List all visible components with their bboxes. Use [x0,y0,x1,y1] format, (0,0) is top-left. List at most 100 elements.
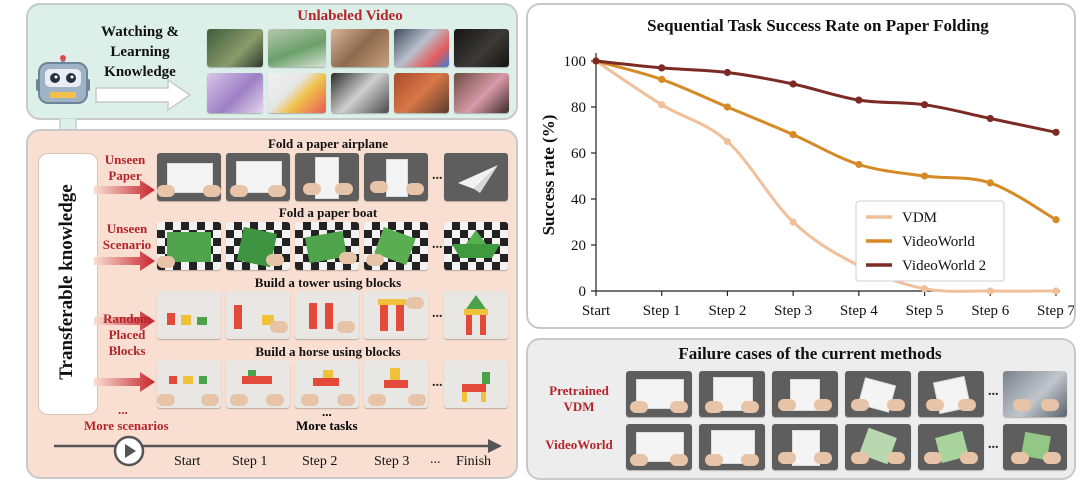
chart-x-tick-label: Step 7 [1037,303,1074,319]
task-title-airplane: Fold a paper airplane [267,136,389,151]
failure-row-label-vdm: Pretrained VDM [549,383,609,414]
chart-y-tick-label: 60 [571,146,586,162]
horse-step-image [226,360,290,408]
chart-y-tick-label: 80 [571,100,586,116]
failure-videoworld-frame [699,424,765,470]
airplane-step-image [226,153,290,201]
boat-final-image [444,222,508,270]
failure-row-ellipsis: ... [988,384,999,399]
series-point [986,287,994,295]
scenario-arrow-4 [94,372,155,392]
failure-vdm-frame [918,371,984,417]
series-point [920,101,929,109]
airplane-step-image [364,153,428,201]
series-point [920,285,929,293]
failure-row-label-videoworld: VideoWorld [545,437,613,452]
series-line-2 [595,59,1057,134]
boat-step-image [157,222,221,270]
chart-x-tick-label: Step 2 [708,303,746,319]
right-arrow-icon [95,78,192,112]
series-point [855,160,863,169]
video-thumbnail [268,29,326,67]
series-point [920,172,929,180]
series-point [723,137,732,146]
chart-y-tick-label: 40 [571,192,586,208]
chart-y-tick-label: 100 [564,54,587,70]
failure-panel-title: Failure cases of the current methods [678,344,942,363]
watch-learn-text: Watching & Learning Knowledge [101,24,179,80]
series-line-1 [595,59,1057,222]
row-ellipsis: ... [432,237,443,252]
legend-label: VideoWorld 2 [902,258,986,274]
transferable-knowledge-label: Transferable knowledge [56,184,77,380]
horse-step-image [364,360,428,408]
airplane-step-image [157,153,221,201]
series-point [658,64,666,72]
horse-step-image [295,360,359,408]
scenario-label-unseen-paper: Unseen Paper [104,152,146,183]
timeline-step-3: Step 3 [374,454,410,469]
scenario-label-random-blocks: Random Placed Blocks [103,311,151,358]
failure-videoworld-frame [772,424,838,470]
series-point [855,96,863,104]
chart-y-tick-label: 20 [571,238,586,254]
video-thumbnail [394,73,449,113]
task-title-boat: Fold a paper boat [278,205,378,220]
horse-step-image [157,360,221,408]
boat-step-image [295,222,359,270]
boat-step-image [226,222,290,270]
video-thumbnail [207,29,263,67]
horse-final-image [444,360,508,408]
series-point [592,57,600,65]
chart-x-tick-label: Step 4 [840,303,878,319]
row-ellipsis: ... [432,375,443,390]
scenario-arrow-2 [94,251,155,271]
more-scenarios-label: More scenarios [84,418,169,433]
tower-step-image [295,291,359,339]
play-icon[interactable] [112,434,146,468]
series-point [723,103,732,111]
video-thumbnail [454,29,509,67]
robot-icon [36,55,90,104]
chart-x-tick-label: Start [582,303,611,319]
series-point [658,101,666,109]
failure-vdm-frame [626,371,692,417]
series-point [1052,216,1060,224]
success-rate-chart: Sequential Task Success Rate on Paper Fo… [539,16,1074,319]
more-scenarios-dots: ... [118,402,128,417]
tower-step-image [364,291,428,339]
timeline-start: Start [174,454,201,469]
scenario-arrow-3 [94,311,155,331]
legend-label: VideoWorld [902,234,975,250]
series-point [789,131,797,139]
task-title-tower: Build a tower using blocks [254,275,402,290]
row-ellipsis: ... [432,168,443,183]
more-tasks-label: More tasks [296,418,358,433]
series-point [789,218,797,226]
chart-title: Sequential Task Success Rate on Paper Fo… [647,16,989,35]
video-thumbnail [331,29,389,67]
boat-step-image [364,222,428,270]
failure-videoworld-frame [845,424,911,470]
failure-videoworld-frame [626,424,692,470]
series-point [986,114,994,123]
chart-x-tick-label: Step 3 [774,303,812,319]
tower-step-image [157,291,221,339]
series-point [1052,128,1060,136]
video-thumbnail [394,29,449,67]
series-point [723,68,732,77]
series-point [986,179,994,187]
series-point [1052,287,1060,295]
failure-vdm-frame [772,371,838,417]
failure-vdm-frame [699,371,765,417]
timeline-step-1: Step 1 [232,454,268,469]
video-thumbnail [331,73,389,113]
task-title-horse: Build a horse using blocks [255,344,401,359]
more-tasks-dots: ... [322,404,332,419]
video-thumbnail [268,73,326,113]
chart-x-tick-label: Step 6 [971,303,1009,319]
transferable-knowledge-box [38,153,98,415]
video-thumbnail [207,73,263,113]
legend-label: VDM [902,210,937,226]
unlabeled-video-title: Unlabeled Video [297,8,403,24]
